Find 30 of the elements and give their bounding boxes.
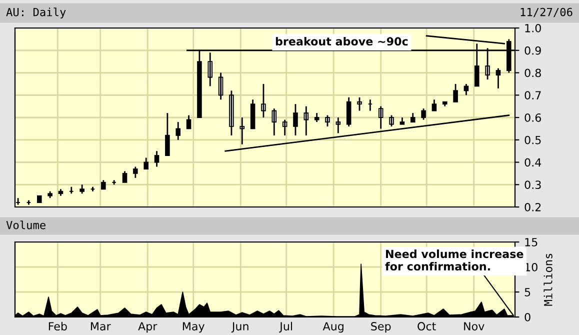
annotation: breakout above ~90c <box>276 36 408 46</box>
candlestick <box>37 195 42 204</box>
x-tick-label: Jul <box>279 322 292 333</box>
y-tick-label: 0.6 <box>524 113 541 122</box>
y-tick-label: 0.3 <box>524 180 541 190</box>
x-tick-label: Feb <box>48 322 67 330</box>
x-tick-label: Mar <box>90 322 111 330</box>
x-tick-label: May <box>182 322 205 333</box>
y-tick-label: 0.5 <box>524 136 541 144</box>
y-tick-label: 5 <box>524 288 530 296</box>
x-tick-label: Aug <box>322 322 344 333</box>
candlestick <box>261 83 266 118</box>
y-tick-label: 0.2 <box>524 202 541 212</box>
y-tick-label: 0.4 <box>524 158 542 167</box>
x-tick-label: Sep <box>371 322 391 333</box>
x-tick-label: Jun <box>231 322 248 333</box>
x-tick-label: Nov <box>464 322 484 330</box>
chart-title: AU: Daily <box>6 8 66 18</box>
x-tick-label: Oct <box>418 322 436 330</box>
y2-axis-title: Millions <box>544 254 552 306</box>
y-tick-label: 15 <box>525 238 538 246</box>
y-tick-label: 0.8 <box>524 68 541 78</box>
y-tick-label: 0.7 <box>524 91 541 100</box>
y-tick-label: 1.0 <box>525 24 541 32</box>
y-tick-label: 0 <box>524 312 530 322</box>
y-tick-label: 0.9 <box>524 46 541 55</box>
x-tick-label: Apr <box>138 322 158 333</box>
annotation: Need volume increase for confirmation. <box>385 250 524 271</box>
text: 11/27/06 <box>520 8 572 18</box>
chart-title: Volume <box>6 220 46 230</box>
